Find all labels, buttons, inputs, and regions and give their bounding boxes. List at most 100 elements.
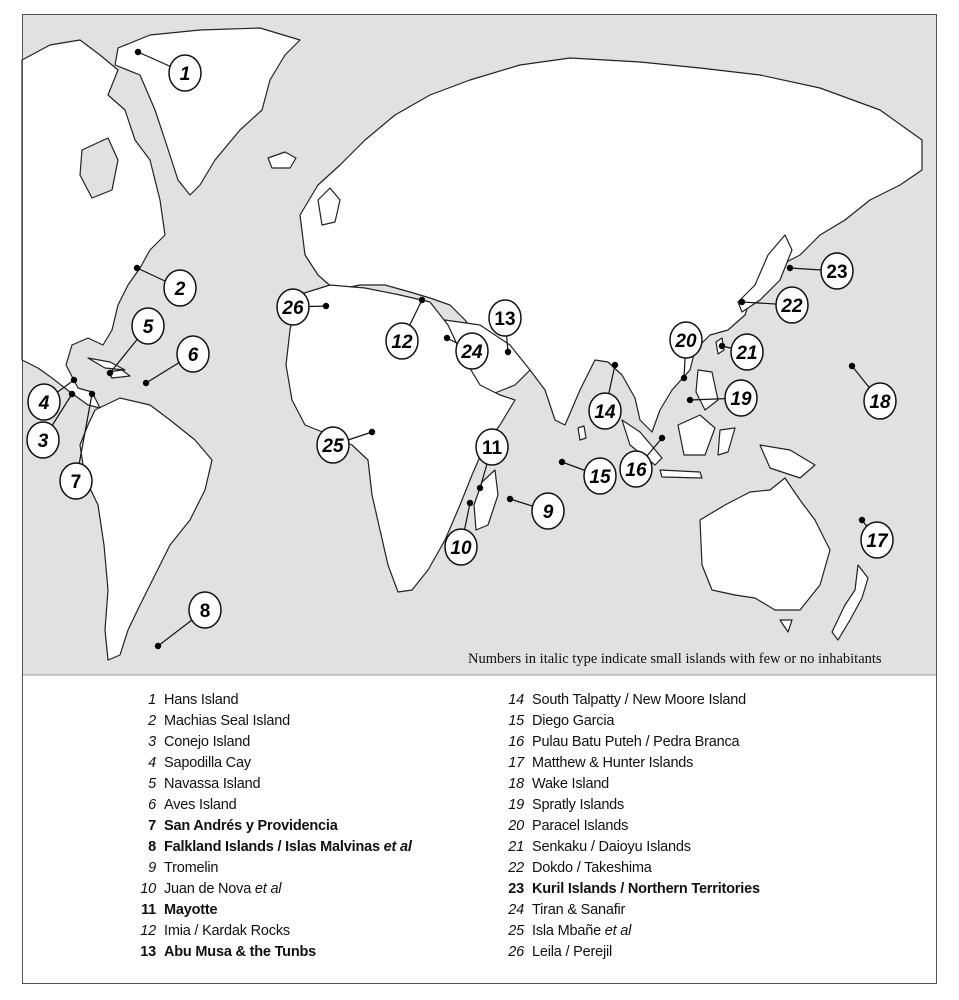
marker-circle bbox=[820, 252, 854, 290]
legend-label: Tromelin bbox=[164, 860, 218, 876]
marker-circle bbox=[455, 332, 489, 370]
marker-25: 25 bbox=[316, 426, 376, 464]
marker-circle bbox=[775, 286, 809, 324]
legend-number: 5 bbox=[148, 776, 156, 792]
marker-18: 18 bbox=[848, 362, 897, 420]
marker-circle bbox=[316, 426, 350, 464]
marker-5: 5 bbox=[106, 307, 165, 377]
legend-number: 24 bbox=[508, 902, 524, 918]
sumatra bbox=[621, 419, 663, 466]
legend-label: Isla Mbañe et al bbox=[532, 923, 631, 939]
marker-14: 14 bbox=[588, 361, 622, 430]
legend-label-text: Aves Island bbox=[164, 797, 237, 813]
marker-circle bbox=[583, 457, 617, 495]
legend-number: 20 bbox=[508, 818, 524, 834]
legend-number: 4 bbox=[148, 755, 156, 771]
legend-label-text: Mayotte bbox=[164, 902, 218, 918]
marker-circle bbox=[59, 462, 93, 500]
legend-label: Wake Island bbox=[532, 776, 609, 792]
marker-2: 2 bbox=[133, 264, 197, 307]
location-dot bbox=[611, 361, 619, 369]
marker-23: 23 bbox=[786, 252, 854, 290]
legend-label-text: Juan de Nova bbox=[164, 881, 255, 897]
legend-label-text: Sapodilla Cay bbox=[164, 755, 251, 771]
legend-label: Matthew & Hunter Islands bbox=[532, 755, 693, 771]
british-isles bbox=[317, 187, 341, 226]
marker-13: 13 bbox=[488, 299, 522, 356]
marker-number: 15 bbox=[589, 467, 611, 488]
marker-number: 10 bbox=[450, 538, 472, 559]
marker-number: 11 bbox=[482, 438, 503, 459]
legend-number: 8 bbox=[148, 839, 156, 855]
legend-label: Tiran & Sanafir bbox=[532, 902, 625, 918]
location-dot bbox=[680, 374, 688, 382]
legend-number: 21 bbox=[508, 839, 524, 855]
legend-number: 15 bbox=[508, 713, 524, 729]
marker-number: 7 bbox=[71, 472, 82, 493]
south-america bbox=[79, 397, 213, 661]
sulawesi bbox=[717, 427, 736, 456]
legend-label-text: Imia / Kardak Rocks bbox=[164, 923, 290, 939]
location-dot bbox=[70, 376, 78, 384]
legend-label: Spratly Islands bbox=[532, 797, 624, 813]
legend-label-suffix: et al bbox=[254, 881, 282, 897]
marker-15: 15 bbox=[558, 457, 617, 495]
location-dot bbox=[154, 642, 162, 650]
cuba bbox=[87, 357, 126, 371]
legend-label-text: Conejo Island bbox=[164, 734, 251, 750]
legend-label-suffix: et al bbox=[383, 839, 412, 855]
location-dot bbox=[786, 264, 794, 272]
legend-label-text: Pulau Batu Puteh / Pedra Branca bbox=[532, 734, 740, 750]
marker-8: 8 bbox=[154, 591, 222, 650]
marker-10: 10 bbox=[444, 499, 478, 566]
legend-label-text: Senkaku / Daioyu Islands bbox=[532, 839, 691, 855]
marker-circle bbox=[131, 307, 165, 345]
marker-7: 7 bbox=[59, 390, 96, 500]
legend-number: 6 bbox=[148, 797, 156, 813]
legend-label: Falkland Islands / Islas Malvinas et al bbox=[164, 839, 412, 855]
legend-number: 23 bbox=[508, 881, 524, 897]
location-dot bbox=[506, 495, 514, 503]
marker-12: 12 bbox=[385, 296, 426, 360]
location-dot bbox=[558, 458, 566, 466]
legend-label: Mayotte bbox=[164, 902, 218, 918]
marker-number: 26 bbox=[281, 298, 304, 319]
marker-number: 14 bbox=[594, 402, 616, 423]
legend-label-text: Matthew & Hunter Islands bbox=[532, 755, 694, 771]
legend-label: Kuril Islands / Northern Territories bbox=[532, 881, 760, 897]
legend-number: 11 bbox=[141, 902, 156, 918]
marker-number: 24 bbox=[460, 342, 483, 363]
marker-circle bbox=[26, 421, 60, 459]
map-frame bbox=[22, 14, 937, 984]
marker-3: 3 bbox=[26, 390, 76, 459]
location-dot bbox=[88, 390, 96, 398]
iceland bbox=[267, 151, 297, 169]
location-dot bbox=[686, 396, 694, 404]
marker-number: 5 bbox=[143, 317, 154, 338]
legend-label-suffix: et al bbox=[604, 923, 632, 939]
marker-21: 21 bbox=[718, 333, 764, 371]
japan bbox=[737, 234, 793, 313]
legend-label: San Andrés y Providencia bbox=[164, 818, 338, 834]
legend-number: 3 bbox=[148, 734, 156, 750]
marker-1: 1 bbox=[134, 48, 202, 92]
legend-label: Aves Island bbox=[164, 797, 237, 813]
marker-circle bbox=[475, 428, 509, 466]
marker-circle bbox=[168, 54, 202, 92]
greenland bbox=[114, 27, 301, 196]
new-zealand bbox=[831, 564, 869, 641]
legend-label: Diego Garcia bbox=[532, 713, 614, 729]
marker-number: 16 bbox=[625, 460, 647, 481]
marker-26: 26 bbox=[276, 288, 330, 326]
legend-label-text: San Andrés y Providencia bbox=[164, 818, 338, 834]
legend-number: 9 bbox=[148, 860, 156, 876]
marker-17: 17 bbox=[858, 516, 894, 559]
new-guinea bbox=[759, 444, 816, 479]
location-dot bbox=[466, 499, 474, 507]
map-note: Numbers in italic type indicate small is… bbox=[468, 651, 882, 667]
legend-label: Paracel Islands bbox=[532, 818, 628, 834]
legend-label-text: South Talpatty / New Moore Island bbox=[532, 692, 746, 708]
hudson-bay bbox=[79, 137, 119, 199]
location-dot bbox=[68, 390, 76, 398]
